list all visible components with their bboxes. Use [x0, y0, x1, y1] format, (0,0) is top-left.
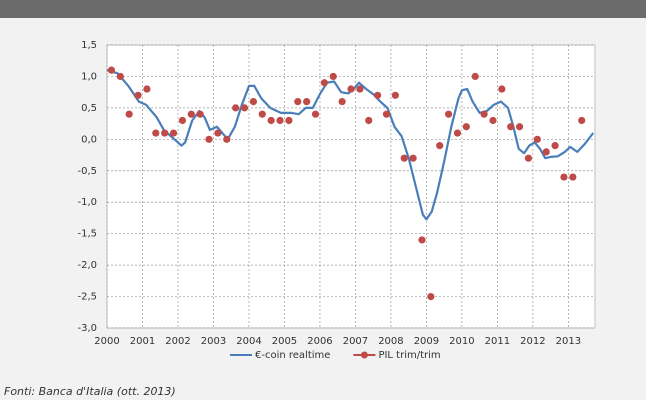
point [427, 292, 435, 301]
y-tick-label: 1,5 [81, 40, 97, 51]
point [365, 116, 373, 125]
x-tick-label: 2012 [520, 336, 545, 347]
x-tick-label: 2001 [130, 336, 155, 347]
point [205, 135, 213, 143]
point [169, 129, 178, 137]
x-tick-label: 2003 [201, 336, 226, 347]
point [498, 85, 506, 93]
point [445, 110, 453, 118]
point [453, 129, 462, 137]
point [471, 72, 479, 81]
point [276, 116, 284, 125]
point [347, 85, 355, 93]
x-tick-label: 2004 [236, 336, 261, 347]
point [338, 98, 346, 106]
point [507, 123, 515, 131]
point [267, 116, 275, 125]
y-tick-label: 0,5 [81, 103, 97, 114]
point [409, 154, 417, 162]
point [187, 110, 195, 118]
point [161, 129, 169, 137]
point [560, 173, 568, 181]
point [400, 154, 408, 162]
point [524, 154, 533, 162]
point [303, 98, 311, 106]
x-tick-label: 2000 [94, 336, 119, 347]
point [285, 116, 293, 125]
point [196, 110, 204, 118]
point [143, 85, 151, 93]
y-tick-label: -2,5 [77, 292, 97, 303]
point [240, 104, 249, 112]
x-tick-label: 2009 [414, 336, 439, 347]
legend-label: €-coin realtime [255, 350, 330, 361]
point [578, 116, 586, 125]
top-bar [0, 0, 646, 18]
point [356, 85, 364, 93]
point [258, 110, 266, 118]
point [329, 72, 337, 81]
x-tick-label: 2008 [378, 336, 403, 347]
point [542, 148, 550, 156]
point [249, 98, 257, 106]
point [533, 135, 541, 143]
point [480, 110, 488, 118]
point [134, 91, 142, 99]
point [116, 72, 124, 81]
point [515, 123, 524, 131]
point [320, 79, 328, 87]
source-note: Fonti: Banca d'Italia (ott. 2013) [4, 385, 176, 398]
point [311, 110, 320, 118]
point [391, 91, 399, 99]
point [232, 104, 240, 112]
point [152, 129, 160, 137]
point [436, 142, 444, 150]
line [106, 69, 595, 221]
x-tick-label: 2010 [449, 336, 474, 347]
point [214, 129, 222, 137]
y-tick-label: -1,5 [77, 229, 97, 240]
point [223, 135, 231, 143]
legend-label: PIL trim/trim [378, 350, 440, 361]
x-tick-label: 2005 [272, 336, 297, 347]
x-tick-label: 2011 [485, 336, 510, 347]
point [374, 91, 382, 99]
point [107, 66, 116, 74]
point [569, 173, 577, 181]
y-tick-label: -2,0 [77, 260, 97, 271]
y-tick-label: 1,0 [81, 71, 97, 82]
point [125, 110, 133, 118]
point [551, 142, 559, 150]
point [462, 123, 470, 131]
y-tick-label: 0,0 [81, 134, 97, 145]
point [294, 98, 302, 106]
point [489, 116, 497, 125]
x-tick-label: 2002 [165, 336, 190, 347]
legend-marker [360, 351, 368, 359]
x-tick-label: 2013 [556, 336, 581, 347]
point [418, 236, 426, 244]
y-tick-label: -3,0 [77, 323, 97, 334]
x-tick-label: 2007 [343, 336, 368, 347]
point [382, 110, 391, 118]
point [178, 116, 187, 125]
y-tick-label: -1,0 [77, 197, 97, 208]
x-tick-label: 2006 [307, 336, 332, 347]
y-tick-label: -0,5 [77, 166, 97, 177]
